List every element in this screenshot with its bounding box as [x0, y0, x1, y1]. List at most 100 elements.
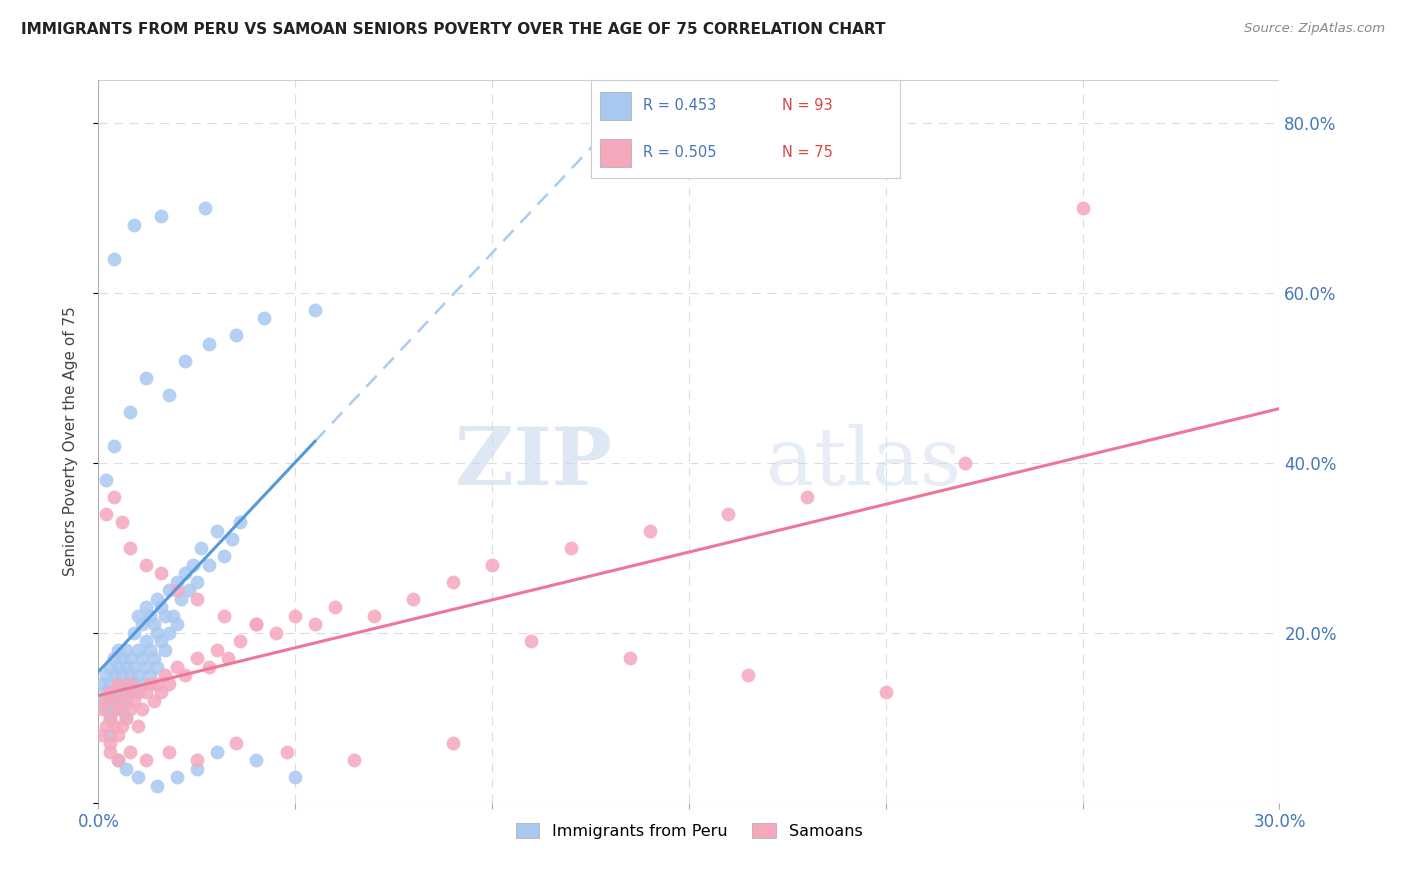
Point	[107, 694, 129, 708]
Point	[402, 591, 425, 606]
Point	[181, 558, 204, 572]
Point	[796, 490, 818, 504]
Point	[115, 677, 138, 691]
Point	[157, 677, 180, 691]
Point	[107, 677, 129, 691]
Y-axis label: Seniors Poverty Over the Age of 75: Seniors Poverty Over the Age of 75	[63, 307, 77, 576]
Point	[155, 668, 177, 682]
Point	[115, 711, 138, 725]
Bar	[600, 139, 631, 167]
Point	[131, 651, 153, 665]
Point	[323, 600, 346, 615]
Point	[363, 608, 385, 623]
Point	[225, 736, 247, 750]
Point	[146, 625, 169, 640]
Point	[138, 642, 160, 657]
Point	[146, 591, 169, 606]
Point	[142, 694, 165, 708]
Point	[170, 591, 193, 606]
Point	[174, 668, 197, 682]
Point	[96, 694, 118, 708]
Point	[186, 753, 208, 767]
Point	[98, 660, 121, 674]
Point	[127, 642, 149, 657]
Point	[177, 583, 200, 598]
Point	[96, 719, 118, 733]
Point	[245, 617, 267, 632]
Point	[103, 685, 125, 699]
Point	[131, 677, 153, 691]
Point	[166, 770, 188, 784]
Point	[135, 660, 157, 674]
Point	[122, 694, 145, 708]
Point	[96, 702, 118, 716]
Point	[245, 753, 267, 767]
Point	[135, 558, 157, 572]
Point	[127, 770, 149, 784]
Point	[107, 753, 129, 767]
Point	[225, 328, 247, 343]
Point	[138, 608, 160, 623]
Point	[186, 762, 208, 776]
Point	[276, 745, 298, 759]
Text: atlas: atlas	[766, 425, 960, 502]
Point	[186, 651, 208, 665]
Point	[111, 694, 134, 708]
Point	[155, 642, 177, 657]
Point	[111, 719, 134, 733]
Point	[107, 753, 129, 767]
Point	[304, 617, 326, 632]
Point	[107, 702, 129, 716]
Point	[142, 617, 165, 632]
Point	[98, 728, 121, 742]
Text: Source: ZipAtlas.com: Source: ZipAtlas.com	[1244, 22, 1385, 36]
Point	[122, 660, 145, 674]
Point	[127, 668, 149, 682]
Point	[146, 660, 169, 674]
Point	[96, 668, 118, 682]
Point	[1071, 201, 1094, 215]
Text: R = 0.505: R = 0.505	[643, 145, 717, 161]
Point	[107, 660, 129, 674]
Point	[146, 677, 169, 691]
Point	[115, 762, 138, 776]
Point	[197, 558, 219, 572]
Point	[118, 702, 141, 716]
Point	[245, 617, 267, 632]
Point	[619, 651, 641, 665]
Point	[186, 591, 208, 606]
Point	[122, 677, 145, 691]
Point	[135, 634, 157, 648]
Point	[111, 516, 134, 530]
Point	[98, 685, 121, 699]
Point	[157, 388, 180, 402]
Point	[441, 574, 464, 589]
Point	[103, 252, 125, 266]
Point	[229, 516, 252, 530]
Point	[91, 694, 114, 708]
Point	[122, 218, 145, 232]
Point	[304, 302, 326, 317]
Point	[150, 209, 173, 223]
Point	[197, 336, 219, 351]
Point	[103, 668, 125, 682]
Point	[122, 625, 145, 640]
Text: N = 93: N = 93	[782, 98, 832, 113]
Point	[157, 625, 180, 640]
Point	[131, 617, 153, 632]
Point	[118, 651, 141, 665]
Point	[166, 660, 188, 674]
Point	[205, 642, 228, 657]
Bar	[600, 92, 631, 120]
Point	[953, 456, 976, 470]
Point	[98, 677, 121, 691]
Point	[166, 574, 188, 589]
Point	[115, 694, 138, 708]
Text: IMMIGRANTS FROM PERU VS SAMOAN SENIORS POVERTY OVER THE AGE OF 75 CORRELATION CH: IMMIGRANTS FROM PERU VS SAMOAN SENIORS P…	[21, 22, 886, 37]
Point	[146, 779, 169, 793]
Point	[217, 651, 239, 665]
Point	[118, 677, 141, 691]
Point	[197, 660, 219, 674]
Point	[107, 642, 129, 657]
Point	[91, 702, 114, 716]
